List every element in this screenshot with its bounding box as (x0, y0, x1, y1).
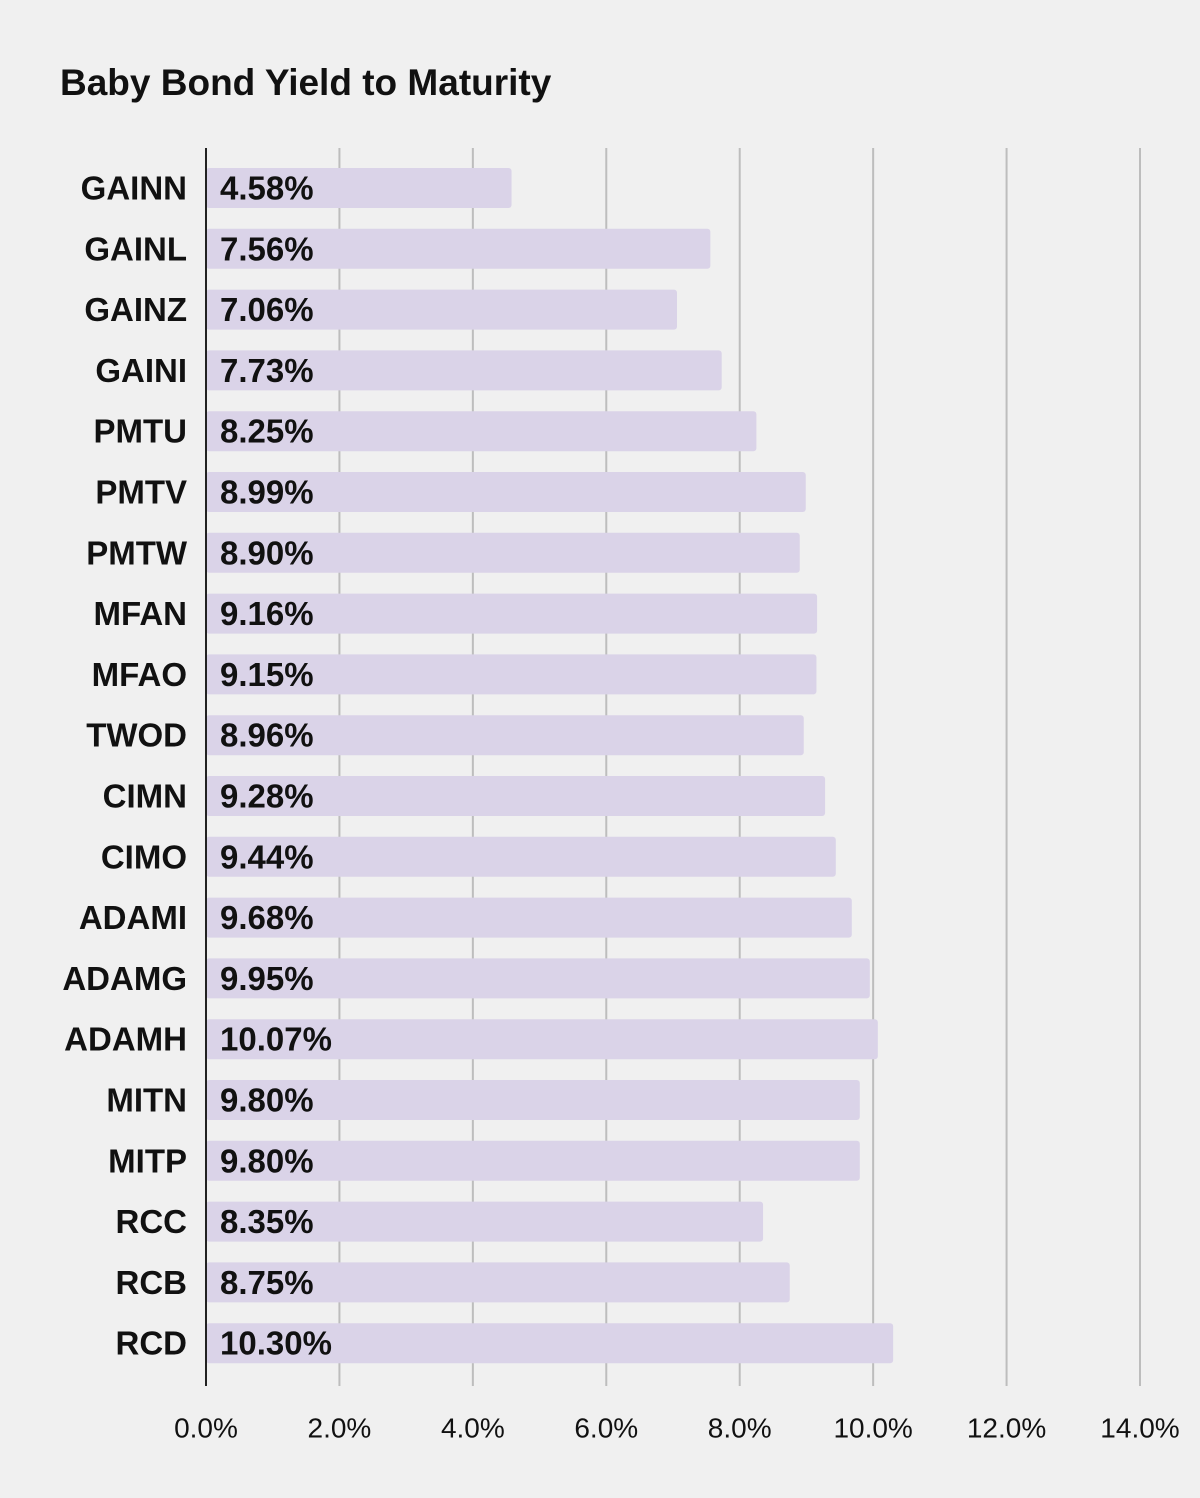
bar (206, 411, 757, 452)
bar (206, 654, 817, 695)
data-label: 9.80% (220, 1142, 314, 1179)
category-label: GAINL (84, 230, 187, 267)
category-label: PMTW (86, 534, 188, 571)
data-label: 9.28% (220, 778, 314, 815)
bar (206, 593, 818, 634)
bar (206, 1140, 860, 1181)
bar (206, 1201, 764, 1242)
data-label: 10.30% (220, 1325, 332, 1362)
bar (206, 897, 852, 938)
bar (206, 472, 806, 512)
bar (206, 1323, 894, 1364)
bar (206, 836, 836, 877)
bar (206, 289, 678, 330)
category-label: GAINI (95, 352, 187, 389)
data-label: 10.07% (220, 1021, 332, 1058)
category-label: PMTV (95, 474, 187, 511)
data-label: 9.68% (220, 899, 314, 936)
data-label: 7.56% (220, 230, 314, 267)
data-label: 8.99% (220, 474, 314, 511)
data-label: 7.06% (220, 291, 314, 328)
bars (206, 168, 894, 1364)
category-label: ADAMH (64, 1021, 187, 1058)
bar (206, 1019, 878, 1060)
data-label: 8.96% (220, 717, 314, 754)
x-tick-label: 4.0% (441, 1413, 505, 1444)
category-label: CIMO (101, 838, 187, 875)
category-label: ADAMI (79, 899, 187, 936)
data-label: 9.16% (220, 595, 314, 632)
category-label: ADAMG (62, 960, 187, 997)
x-tick-label: 0.0% (174, 1413, 238, 1444)
category-label: RCD (116, 1325, 188, 1362)
grid-lines (338, 148, 1141, 1386)
bar (206, 228, 711, 269)
bar (206, 1262, 790, 1303)
x-tick-labels: 0.0% 2.0% 4.0% 6.0% 8.0% 10.0% 12.0% 14.0% (174, 1413, 1180, 1444)
x-tick-label: 10.0% (833, 1413, 912, 1444)
category-label: MITN (106, 1082, 187, 1119)
category-label: MFAN (94, 595, 188, 632)
data-label: 8.90% (220, 534, 314, 571)
data-label: 8.25% (220, 413, 314, 450)
category-label: MITP (108, 1142, 187, 1179)
data-label: 7.73% (220, 352, 314, 389)
x-tick-label: 8.0% (708, 1413, 772, 1444)
data-label: 9.80% (220, 1082, 314, 1119)
bar (206, 715, 804, 756)
category-label: GAINN (81, 170, 187, 207)
chart-title: Baby Bond Yield to Maturity (60, 62, 552, 103)
value-labels: 4.58% 7.56% 7.06% 7.73% 8.25% 8.99% 8.90% 9.16%… (220, 170, 332, 1362)
category-label: TWOD (86, 717, 187, 754)
x-tick-label: 6.0% (574, 1413, 638, 1444)
data-label: 9.15% (220, 656, 314, 693)
bar (206, 958, 870, 999)
bar (206, 168, 512, 208)
category-label: PMTU (94, 413, 188, 450)
category-label: CIMN (103, 778, 187, 815)
x-tick-label: 14.0% (1100, 1413, 1179, 1444)
category-label: GAINZ (84, 291, 187, 328)
data-label: 8.35% (220, 1203, 314, 1240)
data-label: 9.44% (220, 838, 314, 875)
bar (206, 350, 722, 391)
data-label: 8.75% (220, 1264, 314, 1301)
category-label: RCC (116, 1203, 188, 1240)
category-label: MFAO (92, 656, 187, 693)
bar (206, 532, 800, 573)
category-labels: GAINN GAINL GAINZ GAINI PMTU PMTV PMTW MFAN MFAO… (62, 170, 188, 1362)
data-label: 9.95% (220, 960, 314, 997)
x-tick-label: 2.0% (308, 1413, 372, 1444)
x-tick-label: 12.0% (967, 1413, 1046, 1444)
bar (206, 776, 826, 816)
bar (206, 1080, 860, 1120)
category-label: RCB (116, 1264, 188, 1301)
data-label: 4.58% (220, 170, 314, 207)
